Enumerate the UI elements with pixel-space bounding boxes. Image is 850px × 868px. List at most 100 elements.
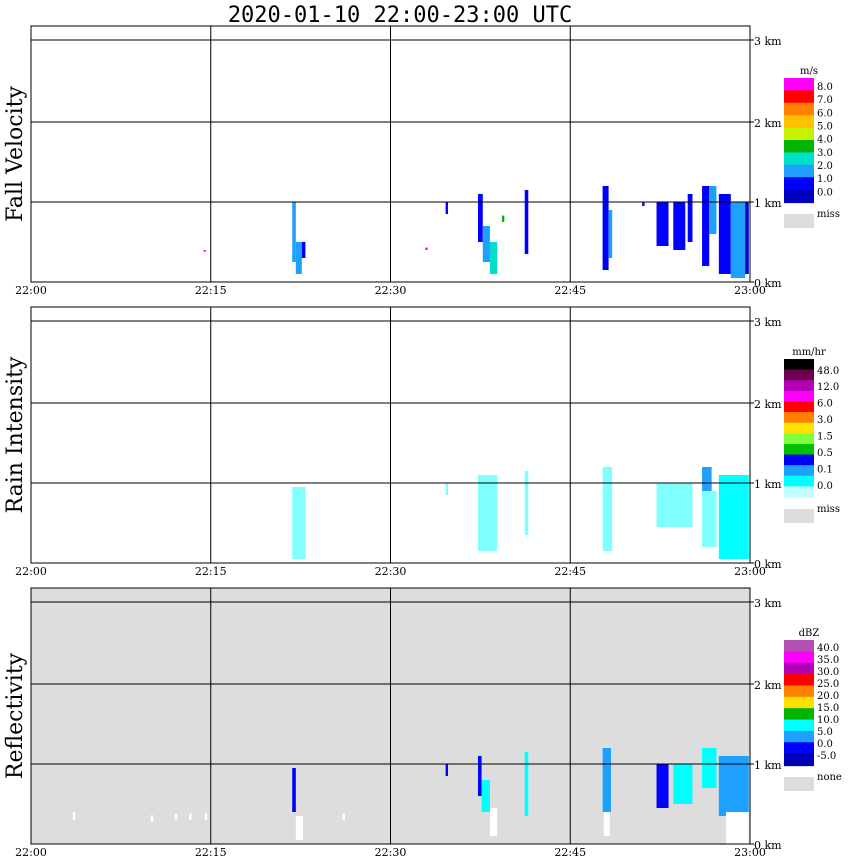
legend-swatch	[784, 696, 814, 710]
data-cell	[204, 813, 208, 820]
data-cell	[524, 190, 529, 254]
plot-frame	[30, 306, 751, 564]
legend-swatch	[784, 412, 814, 424]
legend-label: 25.0	[817, 679, 839, 690]
data-cell	[524, 752, 529, 816]
legend-swatch	[784, 742, 814, 755]
legend-swatch	[784, 454, 814, 467]
legend-label: 1.0	[817, 174, 833, 185]
legend-swatch	[784, 140, 814, 154]
legend-label: 15.0	[817, 703, 839, 714]
legend-label: 0.0	[817, 187, 833, 198]
legend-label: 20.0	[817, 691, 839, 702]
x-tick-label: 22:45	[554, 565, 586, 578]
legend-swatch	[784, 662, 814, 676]
legend-missing-label: miss	[817, 209, 840, 220]
data-cell	[702, 491, 717, 547]
x-tick-label: 22:30	[375, 846, 407, 859]
data-cell	[608, 210, 613, 258]
legend-swatch	[784, 443, 814, 456]
legend-swatch	[784, 422, 814, 435]
y-tick-label: 1 km	[754, 759, 782, 772]
plot-frame	[30, 25, 751, 283]
legend-swatch	[784, 651, 814, 664]
legend-missing-label: none	[817, 772, 842, 783]
legend-reflectivity: dBZ 40.035.030.025.020.015.010.05.00.0-5.…	[784, 628, 842, 791]
data-cell	[673, 764, 693, 804]
data-cell	[150, 815, 154, 822]
legend-label: 7.0	[817, 95, 833, 106]
legend-swatch	[784, 719, 814, 733]
legend-swatch	[784, 475, 814, 488]
data-cell	[445, 202, 449, 214]
data-cell	[602, 748, 611, 812]
data-cell	[642, 202, 645, 206]
legend-unit: m/s	[800, 66, 818, 77]
y-tick-label: 2 km	[754, 117, 782, 130]
data-cell	[656, 764, 669, 808]
legend-label: 30.0	[817, 667, 839, 678]
x-tick-label: 22:15	[195, 846, 227, 859]
data-cell	[425, 247, 428, 250]
data-cell	[730, 202, 746, 278]
legend-swatch	[784, 753, 814, 767]
data-cell	[709, 186, 717, 234]
legend-swatch	[784, 115, 814, 129]
data-cell	[702, 748, 717, 788]
data-cell	[656, 202, 669, 246]
data-cell	[482, 226, 490, 262]
legend-label: 48.0	[817, 366, 839, 377]
legend-swatch	[784, 708, 814, 721]
legend-label: 6.0	[817, 399, 833, 410]
legend-swatch	[784, 685, 814, 698]
legend-missing-swatch	[784, 214, 814, 228]
data-cell	[602, 467, 613, 551]
legend-label: 4.0	[817, 135, 833, 146]
legend-label: 8.0	[817, 82, 833, 93]
legend-label: 12.0	[817, 382, 839, 393]
y-tick-label: 1 km	[754, 478, 782, 491]
x-tick-label: 22:45	[554, 284, 586, 297]
data-cell	[174, 813, 178, 820]
y-tick-label: 3 km	[754, 597, 782, 610]
y-tick-label: 0 km	[754, 558, 782, 571]
legend-swatch	[784, 359, 814, 371]
legend-label: 0.0	[817, 739, 833, 750]
legend-swatch	[784, 102, 814, 117]
data-cell	[203, 250, 206, 252]
data-cell	[477, 756, 482, 796]
data-cell	[489, 808, 498, 836]
data-cell	[292, 202, 296, 262]
legend-label: 0.1	[817, 464, 833, 475]
legend-unit: mm/hr	[792, 347, 826, 358]
legend-missing-swatch	[784, 777, 814, 791]
legend-swatch	[784, 177, 814, 191]
y-tick-label: 0 km	[754, 277, 782, 290]
legend-swatch	[784, 380, 814, 392]
data-cell	[477, 194, 483, 242]
data-cell	[745, 202, 749, 274]
legend-swatch	[784, 189, 814, 204]
data-cell	[481, 780, 490, 812]
data-cell	[702, 467, 712, 491]
legend-label: 2.0	[817, 161, 833, 172]
panel-fall-velocity: Fall Velocity 22:00 22:15 22:30 22:45 23:000 …	[3, 25, 840, 297]
legend-swatch	[784, 390, 814, 403]
x-tick-label: 22:00	[15, 565, 47, 578]
data-cell	[501, 215, 505, 222]
legend-swatch	[784, 369, 814, 382]
legend-label: 1.5	[817, 432, 833, 443]
legend-swatch	[784, 730, 814, 744]
legend-swatch	[784, 433, 814, 445]
data-cell	[702, 186, 710, 266]
legend-label: -5.0	[817, 751, 836, 762]
data-cell	[445, 483, 449, 495]
data-cell	[292, 487, 306, 559]
legend-label: 0.0	[817, 481, 833, 492]
legend-label: 10.0	[817, 715, 839, 726]
y-tick-label: 3 km	[754, 35, 782, 48]
x-tick-label: 22:30	[375, 565, 407, 578]
y-tick-label: 3 km	[754, 316, 782, 329]
legend-swatch	[784, 164, 814, 179]
